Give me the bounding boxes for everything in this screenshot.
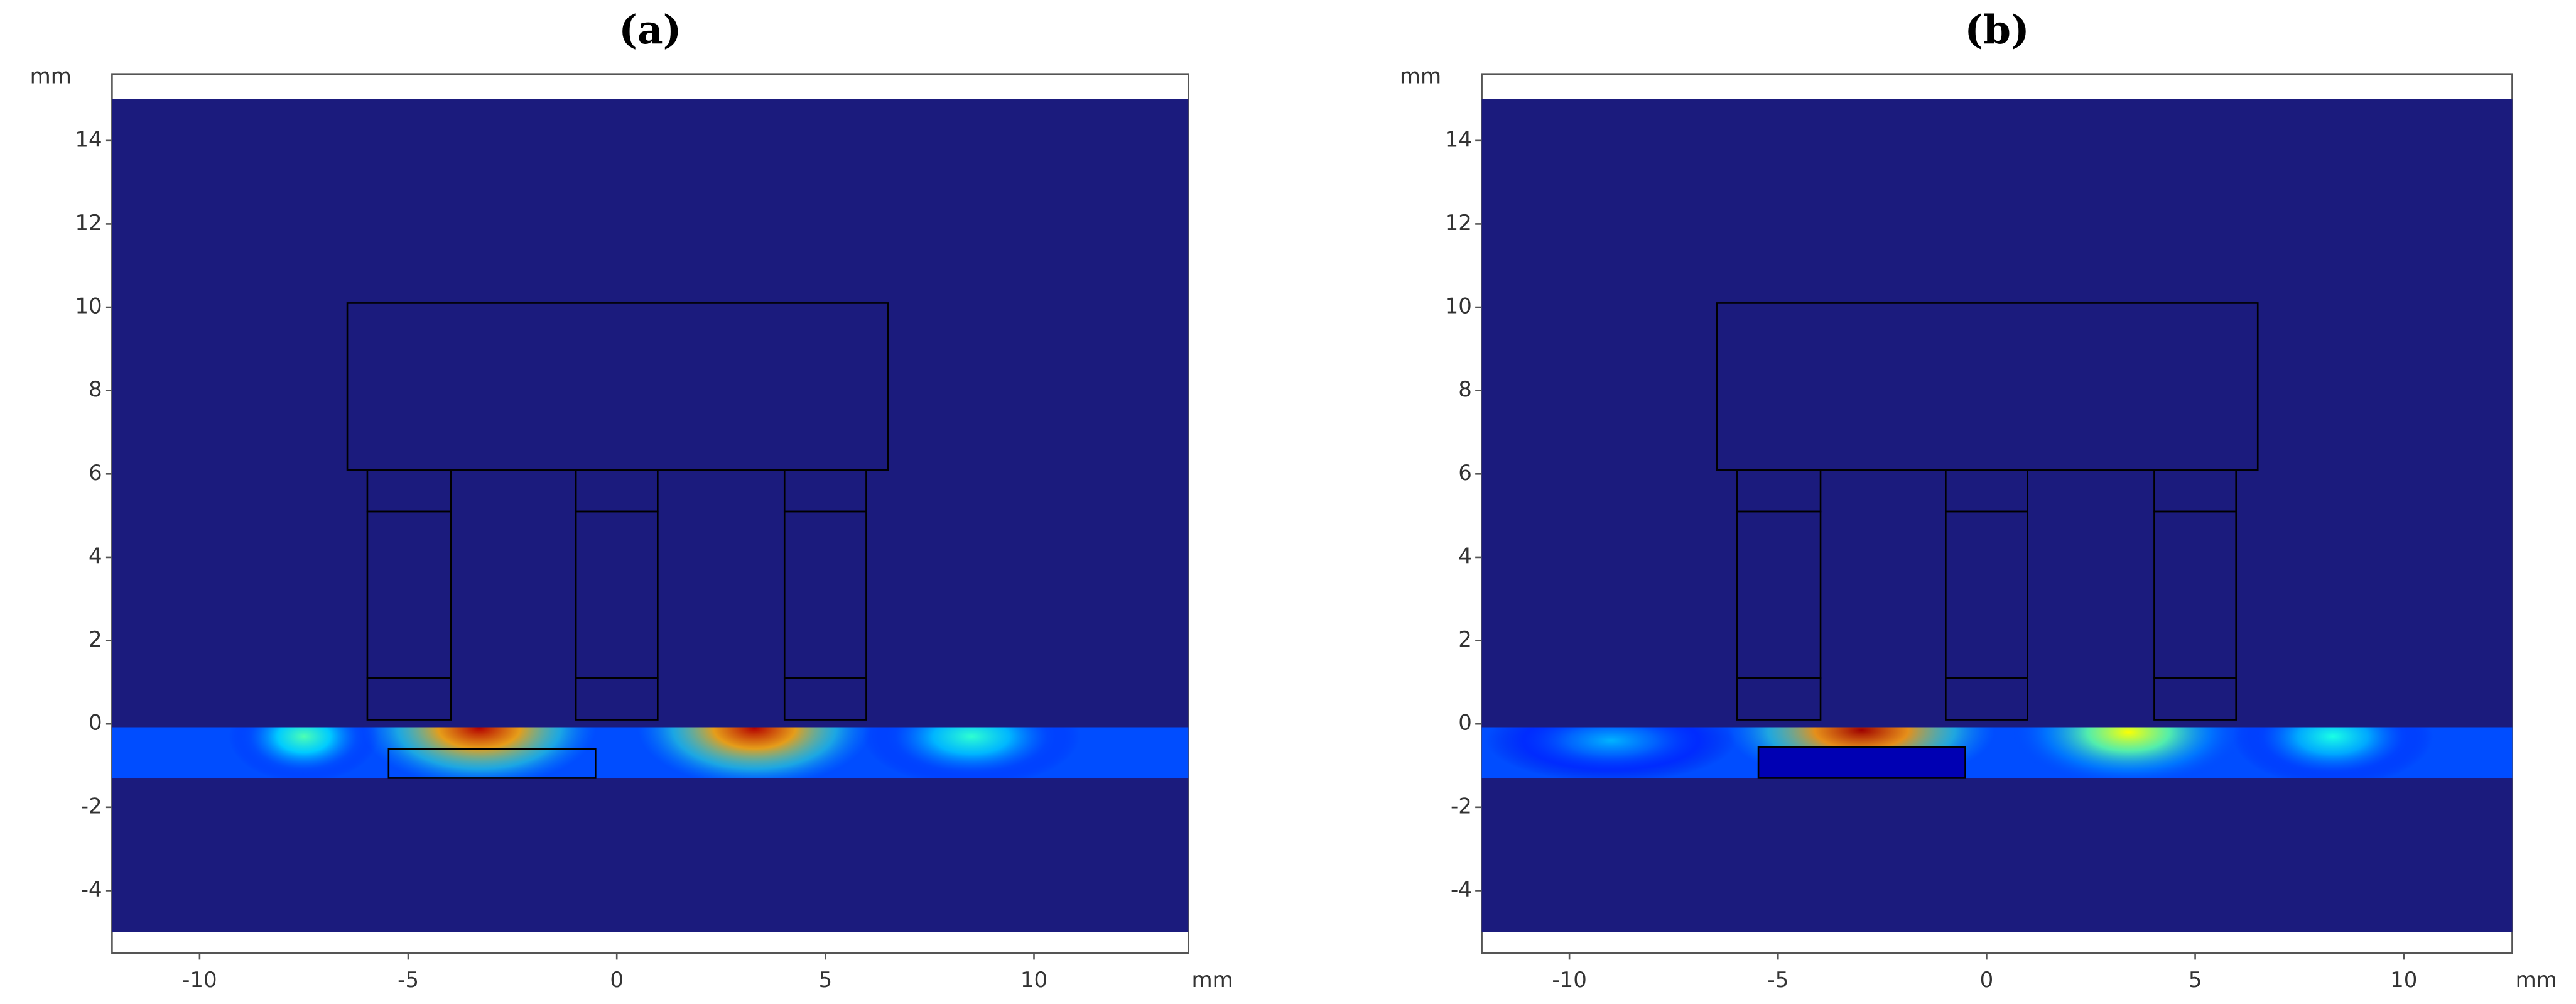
y-unit: mm bbox=[1400, 63, 1441, 89]
x-tick-label: 10 bbox=[1020, 968, 1047, 993]
inner-rect bbox=[387, 748, 597, 779]
y-tick-label: -4 bbox=[81, 877, 102, 902]
x-tick-label: 10 bbox=[2390, 968, 2417, 993]
x-tick-label: 0 bbox=[610, 968, 624, 993]
hotspot bbox=[1486, 727, 1736, 778]
field bbox=[1481, 99, 2513, 932]
y-unit: mm bbox=[30, 63, 72, 89]
y-tick-label: 0 bbox=[89, 711, 102, 736]
geometry-outline bbox=[2153, 469, 2237, 513]
panel: (a) -4 -2 0 2 4 6 8 10 12 14 -10 -5 0 5 10 mm mm bbox=[30, 6, 1233, 993]
x-tick-label: 0 bbox=[1980, 968, 1994, 993]
hotspot bbox=[863, 727, 1080, 778]
y-tick-label: 2 bbox=[89, 627, 102, 652]
geometry-outline bbox=[575, 469, 659, 513]
y-tick-label: 8 bbox=[89, 377, 102, 402]
y-tick-label: 4 bbox=[1458, 543, 1472, 569]
x-tick-label: -10 bbox=[182, 968, 217, 993]
y-tick-label: -2 bbox=[1451, 794, 1472, 819]
y-tick-label: 10 bbox=[1445, 294, 1472, 319]
hotspot bbox=[362, 727, 596, 778]
y-tick-label: 4 bbox=[89, 543, 102, 569]
geometry-outline bbox=[366, 469, 452, 513]
hotspot bbox=[229, 727, 379, 778]
geometry-outline bbox=[1945, 469, 2028, 513]
y-tick-label: 2 bbox=[1458, 627, 1472, 652]
geometry-outline bbox=[783, 469, 867, 513]
y-tick-label: 0 bbox=[1458, 711, 1472, 736]
y-tick-label: 8 bbox=[1458, 377, 1472, 402]
x-unit: mm bbox=[2516, 968, 2557, 993]
y-tick-label: 6 bbox=[89, 461, 102, 486]
y-tick-label: 10 bbox=[75, 294, 102, 319]
hotspot bbox=[2011, 727, 2246, 778]
y-tick-label: 12 bbox=[75, 210, 102, 236]
y-tick-label: -2 bbox=[81, 794, 102, 819]
panel-title: (a) bbox=[619, 6, 681, 53]
hotspot bbox=[637, 727, 872, 778]
inner-rect bbox=[1757, 746, 1966, 779]
y-tick-label: 14 bbox=[75, 127, 102, 152]
x-tick-label: 5 bbox=[819, 968, 833, 993]
x-tick-label: -5 bbox=[1767, 968, 1789, 993]
x-tick-label: 5 bbox=[2189, 968, 2202, 993]
panel: (b) -4 -2 0 2 4 6 8 10 12 14 -10 -5 0 5 10 mm mm bbox=[1400, 6, 2557, 993]
x-unit: mm bbox=[1192, 968, 1233, 993]
y-tick-label: 12 bbox=[1445, 210, 1472, 236]
panel-title: (b) bbox=[1964, 6, 2029, 53]
hotspots bbox=[229, 727, 1080, 778]
hotspot bbox=[2232, 727, 2433, 778]
y-tick-label: 6 bbox=[1458, 461, 1472, 486]
y-tick-label: -4 bbox=[1451, 877, 1472, 902]
x-tick-label: -10 bbox=[1552, 968, 1587, 993]
geometry-outline bbox=[1736, 469, 1822, 513]
y-tick-label: 14 bbox=[1445, 127, 1472, 152]
x-tick-label: -5 bbox=[398, 968, 419, 993]
field bbox=[112, 99, 1189, 932]
